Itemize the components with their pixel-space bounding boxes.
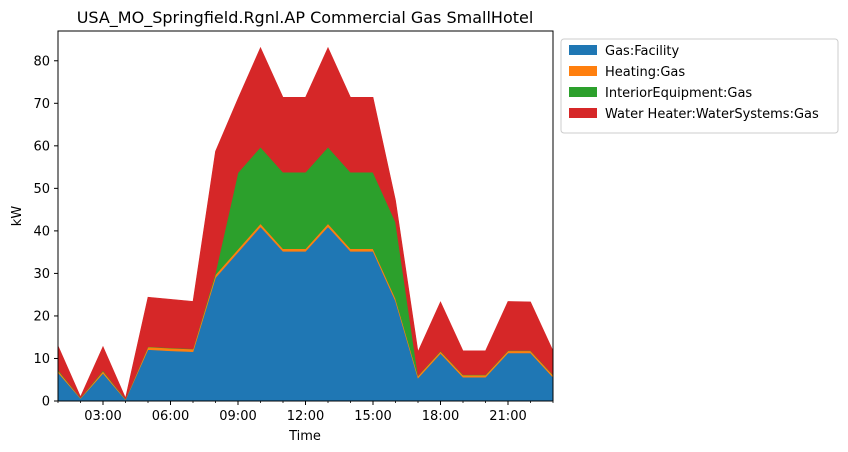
legend: Gas:Facility Heating:Gas InteriorEquipment… — [560, 38, 839, 134]
x-tick-label: 09:00 — [219, 409, 256, 424]
y-axis-label: kW — [10, 206, 25, 227]
legend-entry-label: Gas:Facility — [605, 44, 680, 59]
legend-swatch — [569, 66, 597, 76]
x-axis-label: Time — [288, 429, 321, 444]
y-tick-label: 40 — [33, 224, 50, 239]
legend-entry-label: Water Heater:WaterSystems:Gas — [605, 107, 819, 122]
legend-entry-label: InteriorEquipment:Gas — [605, 86, 752, 101]
x-tick-label: 15:00 — [354, 409, 391, 424]
y-tick-label: 0 — [42, 395, 50, 410]
y-tick-label: 60 — [33, 139, 50, 154]
legend-entry-label: Heating:Gas — [605, 65, 685, 80]
y-tick-label: 50 — [33, 182, 50, 197]
y-tick-label: 80 — [33, 54, 50, 69]
y-tick-label: 20 — [33, 309, 50, 324]
legend-swatch — [569, 108, 597, 118]
y-tick-label: 10 — [33, 352, 50, 367]
chart-title: USA_MO_Springfield.Rgnl.AP Commercial Ga… — [77, 8, 534, 28]
x-tick-label: 03:00 — [84, 409, 121, 424]
legend-swatch — [569, 45, 597, 55]
area-layer — [57, 46, 554, 402]
y-tick-label: 30 — [33, 267, 50, 282]
x-tick-label: 18:00 — [422, 409, 459, 424]
axes: 03:00 06:00 09:00 12:00 15:00 18:00 21:00 0 10 20… — [33, 30, 554, 424]
x-tick-label: 21:00 — [489, 409, 526, 424]
x-tick-label: 06:00 — [152, 409, 189, 424]
legend-swatch — [569, 87, 597, 97]
legend-box — [560, 38, 839, 134]
y-tick-label: 70 — [33, 97, 50, 112]
x-tick-label: 12:00 — [287, 409, 324, 424]
